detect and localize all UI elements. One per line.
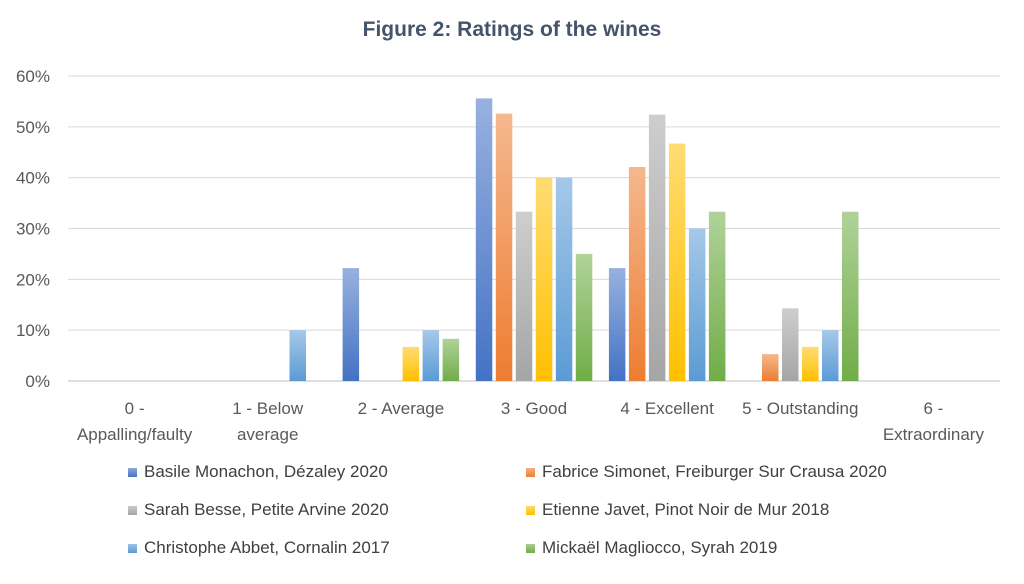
legend-item: Etienne Javet, Pinot Noir de Mur 2018 bbox=[526, 500, 829, 520]
legend-swatch bbox=[526, 505, 535, 515]
legend-swatch bbox=[526, 543, 535, 553]
bar bbox=[555, 177, 573, 381]
y-tick-label: 30% bbox=[16, 220, 50, 239]
y-tick-label: 60% bbox=[16, 67, 50, 86]
bars bbox=[289, 98, 859, 382]
bar bbox=[422, 330, 440, 381]
y-tick-label: 50% bbox=[16, 118, 50, 137]
x-axis-ticks: 0 -Appalling/faulty 1 - Below average 2 - A… bbox=[77, 399, 984, 444]
y-tick-label: 20% bbox=[16, 270, 50, 289]
legend-label: Basile Monachon, Dézaley 2020 bbox=[144, 462, 388, 481]
x-tick-label: 1 - Below average bbox=[232, 399, 304, 444]
bar bbox=[535, 177, 553, 381]
bar bbox=[628, 167, 646, 381]
bar bbox=[515, 211, 533, 381]
legend-label: Mickaël Magliocco, Syrah 2019 bbox=[542, 538, 778, 557]
legend-item: Fabrice Simonet, Freiburger Sur Crausa 2… bbox=[526, 462, 887, 482]
bar bbox=[475, 98, 493, 382]
bar bbox=[289, 330, 306, 381]
legend-item: Basile Monachon, Dézaley 2020 bbox=[128, 462, 388, 482]
bar bbox=[802, 346, 819, 381]
legend-label: Sarah Besse, Petite Arvine 2020 bbox=[144, 500, 389, 519]
legend-item: Mickaël Magliocco, Syrah 2019 bbox=[526, 538, 777, 558]
bar bbox=[402, 346, 420, 381]
bar bbox=[708, 211, 726, 381]
legend-swatch bbox=[526, 467, 535, 477]
y-tick-label: 40% bbox=[16, 169, 50, 188]
legend-label: Etienne Javet, Pinot Noir de Mur 2018 bbox=[542, 500, 830, 519]
x-tick-label: 5 - Outstanding bbox=[742, 399, 858, 418]
chart-title: Figure 2: Ratings of the wines bbox=[362, 18, 662, 41]
legend-item: Sarah Besse, Petite Arvine 2020 bbox=[128, 500, 389, 520]
legend-swatch bbox=[128, 543, 137, 553]
bar bbox=[782, 308, 799, 381]
x-tick-label: 3 - Good bbox=[501, 399, 567, 418]
legend-swatch bbox=[128, 467, 137, 477]
bar bbox=[342, 268, 360, 381]
bar bbox=[442, 338, 460, 381]
legend-label: Christophe Abbet, Cornalin 2017 bbox=[144, 538, 390, 557]
bar bbox=[648, 114, 666, 381]
x-tick-label: 6 -Extraordinary bbox=[883, 399, 985, 444]
bar bbox=[668, 143, 686, 381]
bar bbox=[762, 354, 779, 381]
x-tick-label: 0 -Appalling/faulty bbox=[77, 399, 193, 444]
y-axis-ticks: 0% 10% 20% 30% 40% 50% 60% bbox=[16, 67, 50, 391]
bar bbox=[608, 268, 626, 381]
gridlines bbox=[68, 75, 1000, 382]
legend-item: Christophe Abbet, Cornalin 2017 bbox=[128, 538, 390, 558]
legend-swatch bbox=[128, 505, 137, 515]
x-tick-label: 4 - Excellent bbox=[620, 399, 714, 418]
y-tick-label: 10% bbox=[16, 321, 50, 340]
x-tick-label: 2 - Average bbox=[358, 399, 445, 418]
y-tick-label: 0% bbox=[25, 372, 50, 391]
legend-label: Fabrice Simonet, Freiburger Sur Crausa 2… bbox=[542, 462, 887, 481]
bar bbox=[495, 113, 513, 381]
bar bbox=[688, 228, 706, 381]
bar bbox=[575, 253, 593, 381]
bar bbox=[822, 330, 839, 381]
bar bbox=[842, 211, 859, 381]
